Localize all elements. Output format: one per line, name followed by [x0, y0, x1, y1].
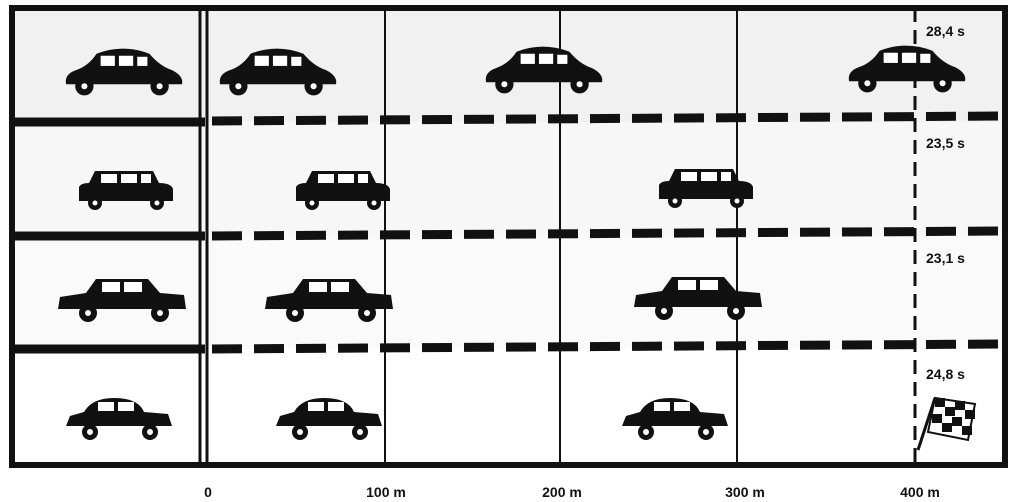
car — [622, 398, 728, 440]
car — [66, 398, 172, 440]
distance-label: 300 m — [725, 484, 765, 500]
distance-label: 400 m — [900, 484, 940, 500]
lane-time: 28,4 s — [926, 23, 965, 39]
distance-label: 200 m — [542, 484, 582, 500]
car — [276, 398, 382, 440]
lane-time: 24,8 s — [926, 366, 965, 382]
distance-label: 0 — [204, 484, 212, 500]
race-diagram: 28,4 s 23,5 s 23,1 s 24,8 s 0 100 m 200 … — [0, 0, 1013, 502]
finish-flag — [918, 398, 975, 450]
lane-time: 23,5 s — [926, 135, 965, 151]
lane-time: 23,1 s — [926, 250, 965, 266]
distance-label: 100 m — [366, 484, 406, 500]
